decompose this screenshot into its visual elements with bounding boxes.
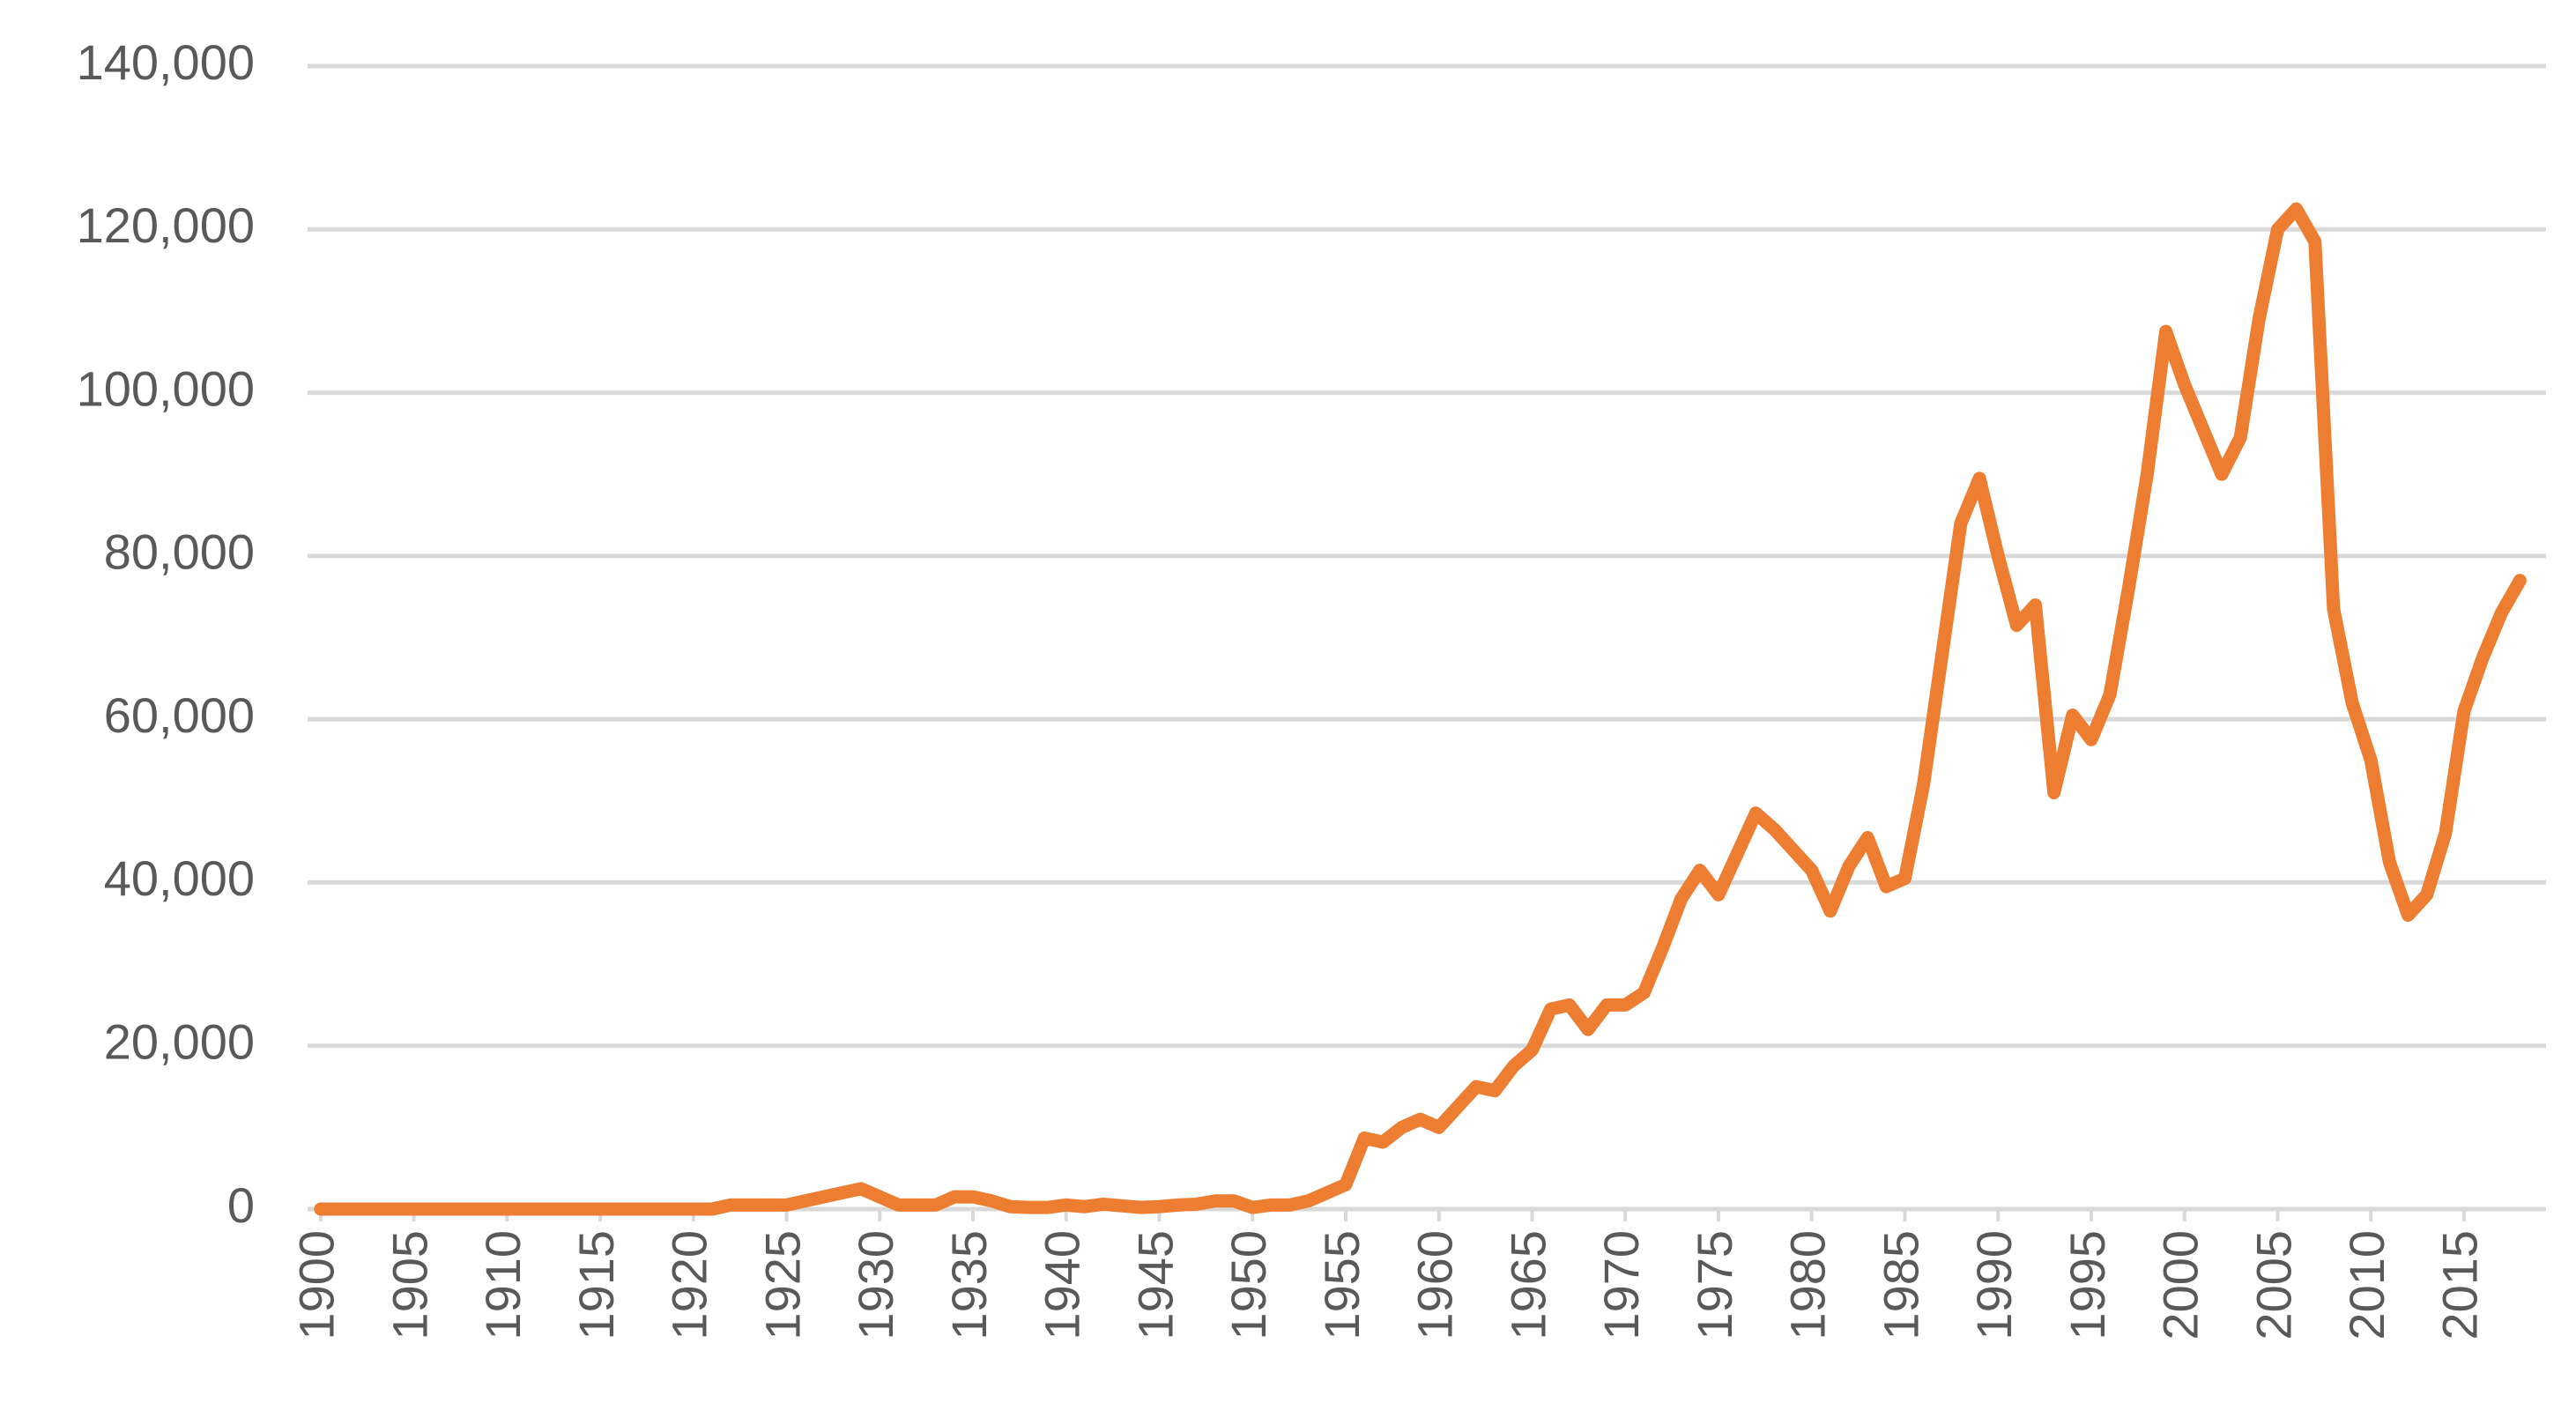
- x-tick-label: 1945: [1127, 1230, 1183, 1340]
- y-tick-label: 20,000: [104, 1014, 255, 1070]
- x-tick-label: 1950: [1221, 1230, 1276, 1340]
- x-tick-label: 1925: [754, 1230, 810, 1340]
- y-tick-label: 60,000: [104, 687, 255, 743]
- x-tick-label: 1900: [289, 1230, 345, 1340]
- y-tick-label: 120,000: [77, 197, 255, 253]
- x-tick-label: 1930: [848, 1230, 903, 1340]
- y-tick-label: 100,000: [77, 360, 255, 416]
- x-tick-label: 1960: [1407, 1230, 1463, 1340]
- x-tick-label: 1965: [1500, 1230, 1555, 1340]
- x-tick-label: 1980: [1780, 1230, 1836, 1340]
- x-tick-label: 1940: [1035, 1230, 1090, 1340]
- y-tick-label: 40,000: [104, 850, 255, 906]
- x-tick-label: 1920: [662, 1230, 717, 1340]
- x-tick-label: 2010: [2339, 1230, 2394, 1340]
- x-tick-label: 1975: [1687, 1230, 1742, 1340]
- x-tick-label: 2005: [2246, 1230, 2301, 1340]
- x-tick-label: 1915: [568, 1230, 624, 1340]
- x-tick-label: 1935: [941, 1230, 997, 1340]
- x-tick-label: 1995: [2060, 1230, 2115, 1340]
- x-tick-label: 2000: [2153, 1230, 2209, 1340]
- data-line: [314, 202, 2527, 1216]
- x-tick-label: 1910: [475, 1230, 531, 1340]
- x-tick-label: 1990: [1966, 1230, 2022, 1340]
- x-tick-label: 1955: [1314, 1230, 1370, 1340]
- x-tick-label: 1905: [382, 1230, 437, 1340]
- y-tick-label: 140,000: [77, 34, 255, 90]
- y-tick-label: 80,000: [104, 524, 255, 580]
- x-tick-label: 1985: [1873, 1230, 1928, 1340]
- x-tick-label: 1970: [1593, 1230, 1649, 1340]
- y-tick-label: 0: [227, 1177, 255, 1233]
- x-tick-label: 2015: [2432, 1230, 2488, 1340]
